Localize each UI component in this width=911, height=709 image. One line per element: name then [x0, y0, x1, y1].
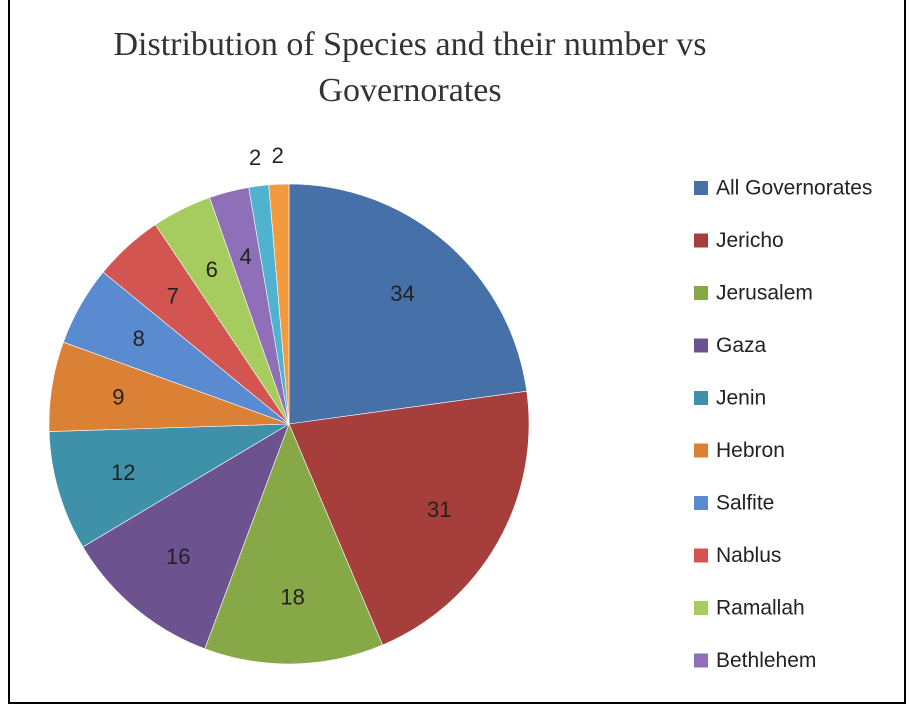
legend-label: Bethlehem: [716, 649, 816, 672]
pie-slice-jenin: [48, 423, 291, 548]
legend-swatch: [694, 391, 708, 405]
legend-item-jenin: Jenin: [694, 387, 766, 410]
legend-label: Hebron: [716, 439, 785, 462]
pie-slice-unlabeled-11: [268, 183, 290, 425]
data-label-salfite: 8: [133, 326, 145, 351]
legend-swatch: [694, 548, 708, 563]
pie-slices: [48, 183, 530, 665]
data-label-jenin: 12: [111, 460, 135, 485]
pie-slice-jerusalem: [204, 423, 383, 665]
data-label-ramallah: 6: [206, 257, 218, 282]
legend-label: Gaza: [716, 334, 767, 357]
chart-title-line-1: Distribution of Species and their number…: [113, 26, 707, 63]
chart-title: Distribution of Species and their number…: [30, 22, 790, 114]
legend-item-gaza: Gaza: [694, 334, 767, 357]
legend-swatch: [694, 443, 708, 458]
data-label-nablus: 7: [167, 284, 179, 309]
data-label-gaza: 16: [166, 544, 190, 569]
data-label-hebron: 9: [112, 384, 124, 409]
legend-item-all-governorates: All Governorates: [694, 177, 872, 200]
legend-swatch: [694, 653, 708, 668]
pie-data-labels: 34 31 18 16 12 9 87 64 2 2: [111, 143, 452, 609]
pie-slice-all-governorates: [288, 183, 528, 425]
legend-item-jerusalem: Jerusalem: [694, 282, 813, 305]
data-label-jerusalem: 18: [280, 584, 304, 609]
legend-swatch: [694, 601, 708, 615]
data-label-jericho: 31: [427, 497, 451, 522]
legend: All Governorates Jericho Jerusalem Gaza Jeni…: [694, 177, 872, 672]
legend-swatch: [694, 496, 708, 510]
legend-label: Jenin: [716, 387, 766, 410]
legend-swatch: [694, 233, 708, 248]
legend-item-jericho: Jericho: [694, 229, 784, 252]
data-label-bethlehem: 4: [240, 244, 252, 269]
pie-slice-gaza: [82, 423, 290, 650]
legend-label: Ramallah: [716, 597, 805, 620]
legend-swatch: [694, 338, 708, 353]
legend-label: All Governorates: [716, 177, 872, 200]
data-label-unlabeled-11: 2: [272, 143, 284, 168]
legend-swatch: [694, 181, 708, 195]
legend-swatch: [694, 286, 708, 300]
legend-label: Nablus: [716, 544, 781, 567]
data-label-unlabeled-10: 2: [249, 145, 261, 170]
legend-label: Salfite: [716, 492, 774, 515]
chart-title-line-2: Governorates: [318, 72, 502, 109]
legend-item-nablus: Nablus: [694, 544, 781, 567]
legend-item-ramallah: Ramallah: [694, 597, 805, 620]
legend-item-salfite: Salfite: [694, 492, 774, 515]
legend-item-bethlehem: Bethlehem: [694, 649, 816, 672]
pie-slice-jericho: [288, 390, 530, 646]
legend-label: Jerusalem: [716, 282, 813, 305]
legend-item-hebron: Hebron: [694, 439, 785, 462]
data-label-all-governorates: 34: [390, 281, 414, 306]
legend-label: Jericho: [716, 229, 784, 252]
